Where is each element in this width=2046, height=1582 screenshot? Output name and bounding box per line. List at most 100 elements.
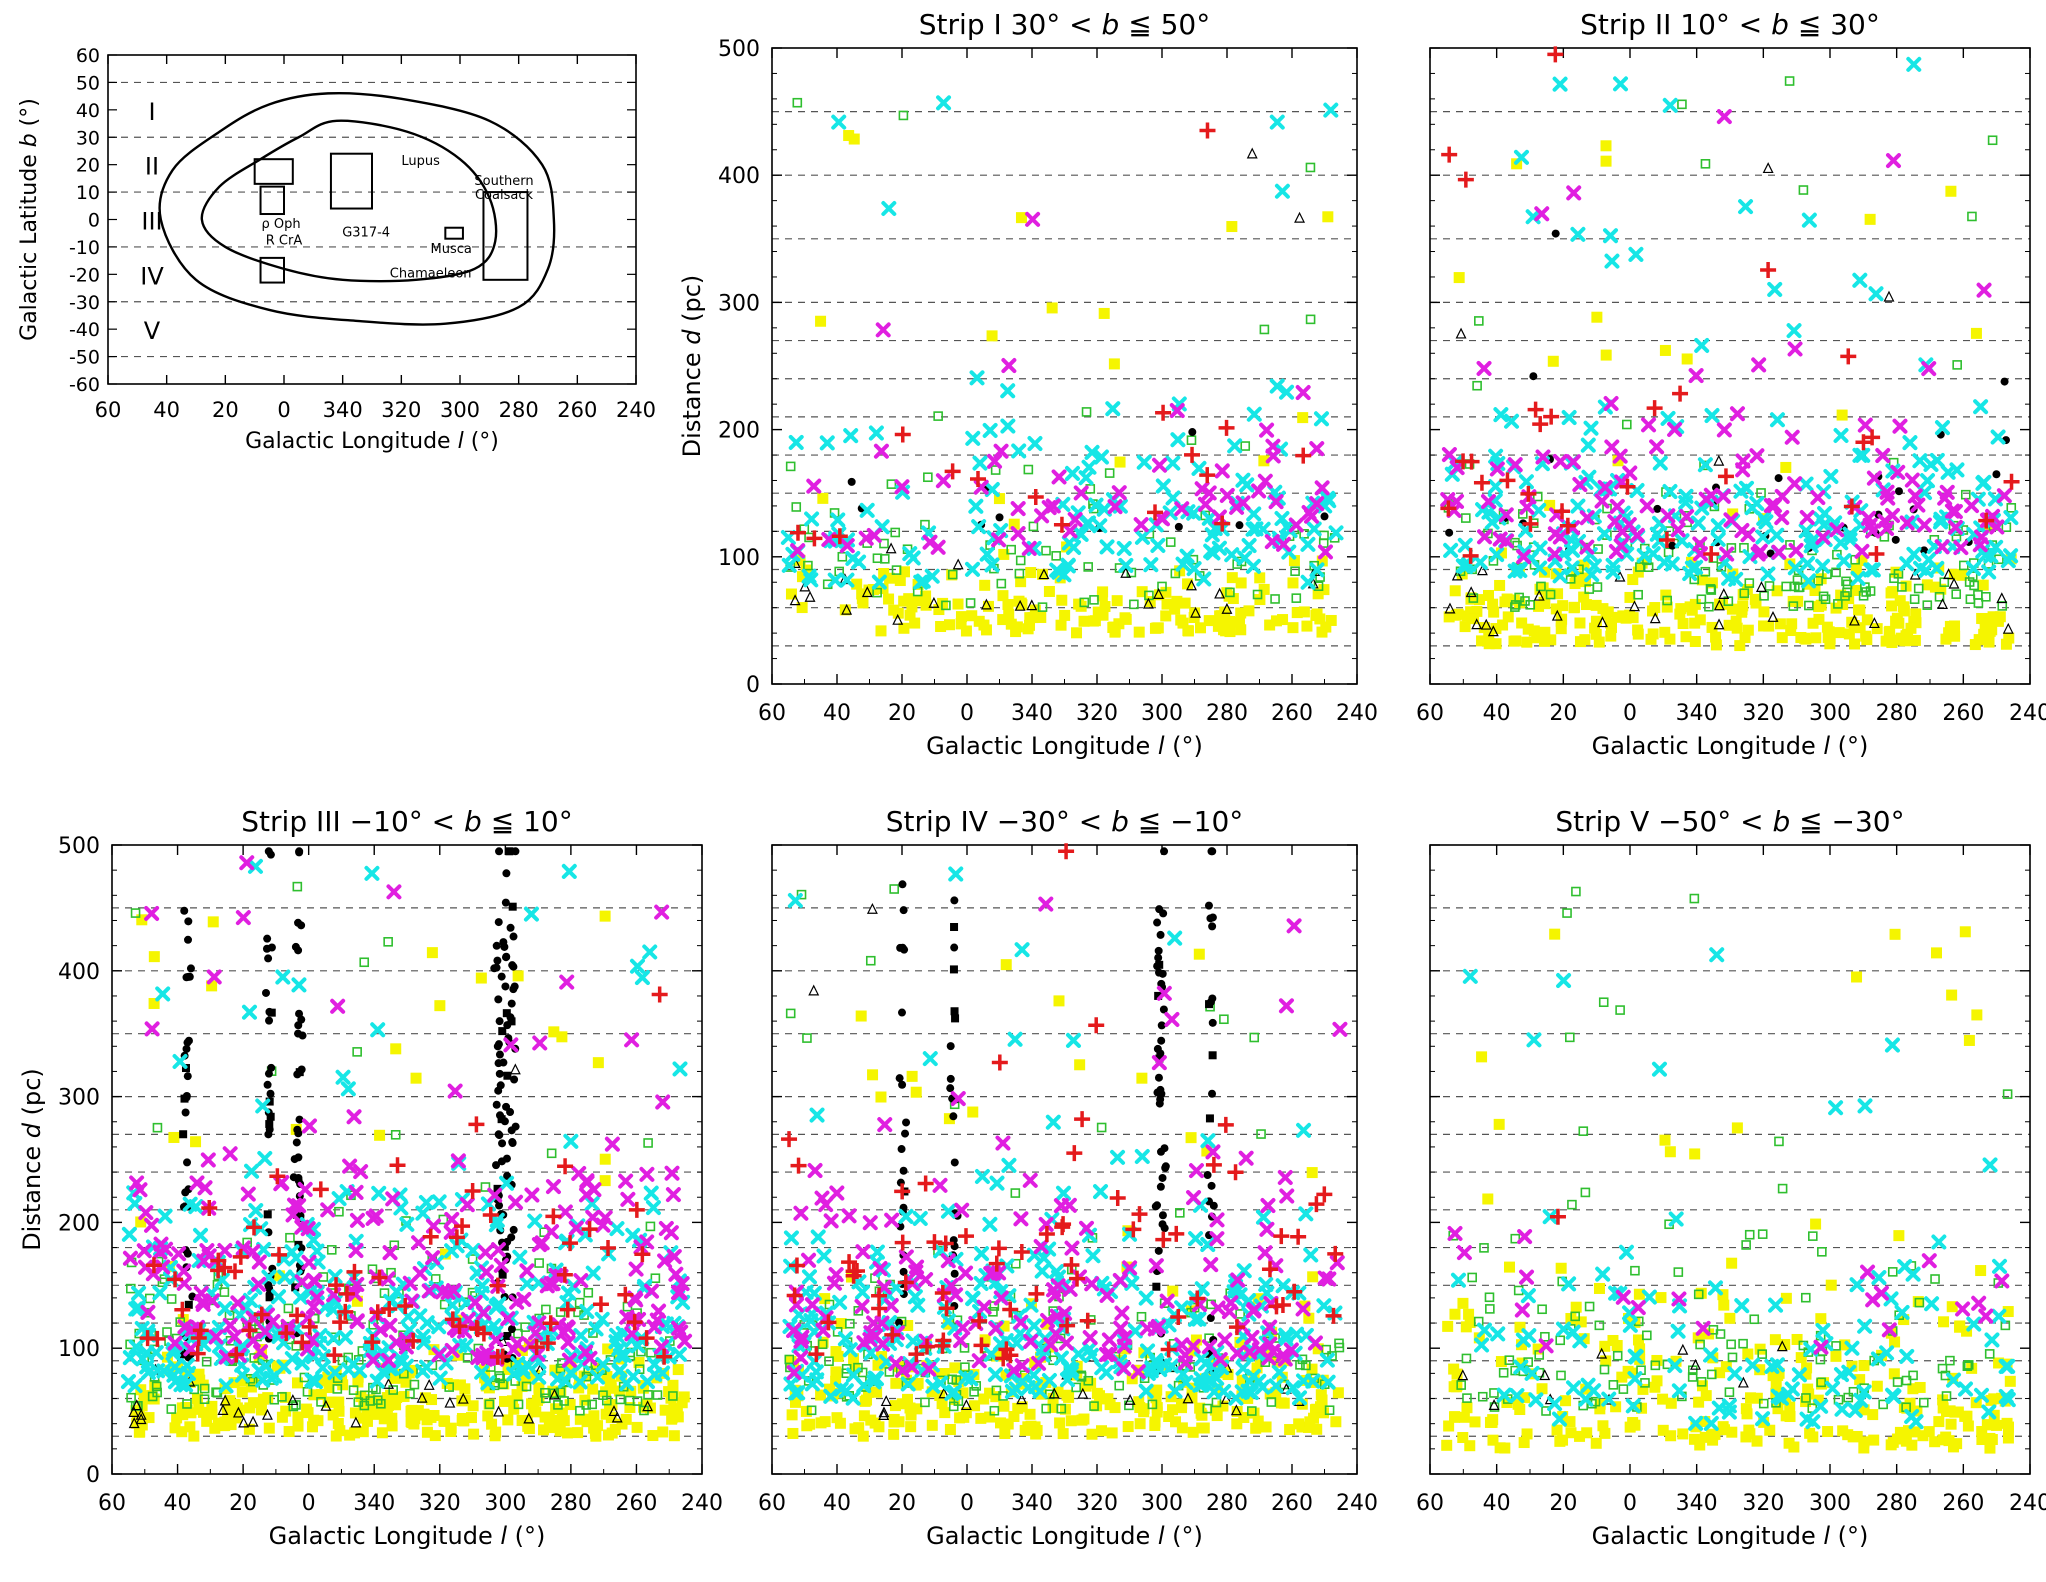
yellow-square-point — [351, 1295, 363, 1307]
yellow-square-point — [1332, 1387, 1344, 1399]
cyan-x-point — [572, 1374, 588, 1390]
yellow-square-point — [1610, 1401, 1622, 1413]
x-axis-label: Galactic Longitude l (°) — [245, 429, 499, 454]
yellow-square-point — [1189, 607, 1201, 619]
yellow-square-point — [1959, 1410, 1971, 1422]
cyan-x-point — [781, 557, 797, 573]
triangle-point — [960, 1399, 972, 1411]
cyan-x-point — [1825, 1380, 1841, 1396]
yellow-square-point — [1574, 1430, 1586, 1442]
red-plus-point — [189, 1345, 206, 1362]
cyan-x-point — [399, 1216, 415, 1232]
green-open-square-point — [541, 1304, 551, 1315]
yellow-square-point — [1194, 1402, 1206, 1414]
green-open-square-point — [1622, 419, 1632, 430]
yellow-square-point — [1780, 461, 1792, 473]
cyan-x-point — [1565, 1324, 1581, 1340]
cyan-x-point — [1484, 514, 1500, 530]
magenta-x-point — [1498, 507, 1514, 523]
yellow-square-point — [823, 1383, 835, 1395]
green-open-square-point — [152, 1387, 162, 1398]
cyan-x-point — [499, 1175, 515, 1191]
magenta-x-point — [1899, 515, 1915, 531]
magenta-x-point — [1214, 463, 1230, 479]
cyan-x-point — [1518, 474, 1534, 490]
red-plus-point — [448, 1229, 465, 1246]
cyan-x-point — [1027, 1379, 1043, 1395]
cyan-x-point — [783, 1230, 799, 1246]
yellow-square-point — [1770, 1378, 1782, 1390]
x-tick-label: 0 — [1623, 1491, 1637, 1516]
cyan-x-point — [1883, 1291, 1899, 1307]
red-plus-point — [559, 1301, 576, 1318]
cyan-x-point — [948, 866, 964, 882]
cyan-x-point — [1769, 527, 1785, 543]
yellow-square-point — [1988, 1393, 2000, 1405]
magenta-x-point — [1295, 385, 1311, 401]
x-tick-label: 320 — [1076, 701, 1118, 726]
green-open-square-point — [890, 527, 901, 538]
yellow-square-point — [1677, 618, 1689, 630]
yellow-square-point — [405, 1416, 417, 1428]
green-open-square-point — [1071, 1382, 1081, 1393]
red-plus-point — [1205, 1156, 1222, 1173]
yellow-square-point — [257, 1393, 269, 1405]
cyan-x-point — [1064, 465, 1080, 481]
cyan-x-point — [148, 1345, 164, 1361]
cyan-x-point — [1974, 1387, 1989, 1403]
red-plus-point — [1554, 503, 1571, 520]
green-open-square-point — [1945, 1355, 1955, 1366]
yellow-square-point — [1884, 625, 1896, 637]
magenta-x-point — [568, 1220, 584, 1236]
yellow-square-point — [592, 1420, 604, 1432]
black-dot-point — [298, 1031, 307, 1040]
magenta-x-point — [206, 969, 222, 985]
triangle-point — [1737, 1376, 1749, 1388]
green-open-square-point — [1540, 1331, 1550, 1342]
yellow-square-point — [1634, 1343, 1646, 1355]
magenta-x-point — [189, 1175, 205, 1191]
red-plus-point — [228, 1346, 245, 1363]
green-open-square-point — [1291, 593, 1302, 603]
yellow-square-point — [867, 1069, 879, 1081]
magenta-x-point — [1857, 417, 1873, 433]
yellow-square-point — [1933, 1416, 1945, 1428]
yellow-square-point — [1291, 607, 1303, 619]
green-open-square-point — [1960, 489, 1971, 500]
green-open-square-point — [1235, 1309, 1245, 1319]
green-open-square-point — [1608, 1380, 1619, 1390]
yellow-square-point — [386, 1412, 398, 1424]
red-plus-point — [1155, 404, 1172, 421]
yellow-square-point — [554, 1425, 566, 1437]
magenta-x-point — [1594, 493, 1610, 509]
cyan-x-point — [1865, 562, 1881, 578]
yellow-square-point — [1486, 1416, 1498, 1428]
yellow-square-point — [1456, 568, 1468, 580]
scatter-points — [120, 847, 693, 1442]
yellow-square-point — [1885, 1439, 1897, 1451]
yellow-square-point — [418, 1408, 430, 1420]
black-dot-point — [1154, 1246, 1163, 1255]
yellow-square-point — [1605, 617, 1617, 629]
yellow-square-point — [906, 1070, 918, 1082]
yellow-square-point — [385, 1389, 397, 1401]
yellow-square-point — [599, 1153, 611, 1165]
magenta-x-point — [1082, 1330, 1098, 1346]
black-square-point — [1208, 1051, 1217, 1060]
yellow-square-point — [1544, 499, 1556, 511]
yellow-square-point — [1659, 1134, 1671, 1146]
yellow-square-point — [1114, 456, 1126, 468]
black-dot-point — [265, 1007, 274, 1016]
green-open-square-point — [513, 1399, 524, 1410]
y-tick-label: -50 — [69, 347, 100, 369]
green-open-square-point — [199, 1394, 210, 1405]
red-plus-point — [600, 1240, 617, 1257]
magenta-x-point — [1099, 1287, 1115, 1303]
green-open-square-point — [1532, 491, 1543, 502]
cyan-x-point — [1237, 550, 1253, 566]
green-open-square-point — [1584, 1301, 1595, 1312]
magenta-x-point — [1440, 492, 1456, 508]
black-dot-point — [495, 1050, 504, 1059]
cyan-x-point — [255, 1098, 271, 1114]
cyan-x-point — [1622, 1317, 1638, 1333]
